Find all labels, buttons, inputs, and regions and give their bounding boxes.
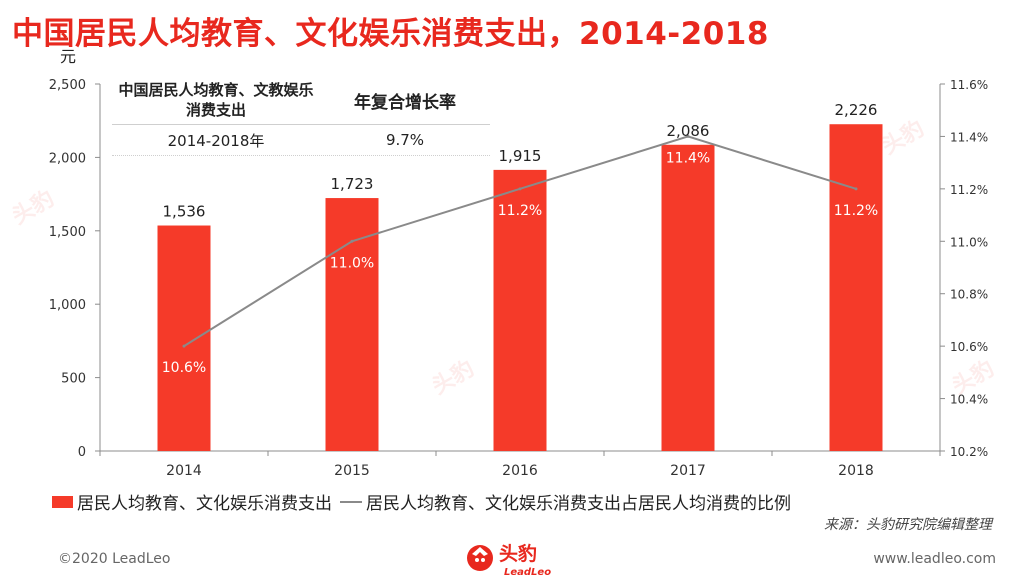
ratio-point <box>182 344 186 348</box>
legend-line-swatch <box>340 500 362 503</box>
cagr-period: 2014-2018年 <box>167 131 265 150</box>
right-tick-label: 11.6% <box>950 78 988 92</box>
right-tick-label: 11.2% <box>950 183 988 197</box>
page-title: 中国居民人均教育、文化娱乐消费支出，2014-2018 <box>12 16 769 52</box>
ratio-point <box>854 187 858 191</box>
leadleo-logo: 头豹 LeadLeo <box>467 542 551 578</box>
cagr-header-metric: 中国居民人均教育、文教娱乐消费支出 <box>118 81 314 119</box>
source-note: 来源：头豹研究院编辑整理 <box>824 517 992 533</box>
left-tick-label: 1,000 <box>49 298 86 313</box>
bar <box>661 144 715 451</box>
logo-text: 头豹 <box>499 542 537 565</box>
x-tick-label: 2018 <box>838 463 874 479</box>
right-tick-label: 10.6% <box>950 340 988 354</box>
right-tick-label: 10.2% <box>950 445 988 459</box>
right-tick-label: 11.4% <box>950 130 988 144</box>
ratio-value-label: 11.2% <box>498 203 542 219</box>
cagr-value: 9.7% <box>385 131 425 149</box>
ratio-point <box>350 239 354 243</box>
left-tick-label: 500 <box>61 372 86 387</box>
right-tick-label: 11.0% <box>950 235 988 249</box>
ratio-value-label: 10.6% <box>162 360 206 376</box>
left-tick-label: 1,500 <box>49 225 86 240</box>
bar <box>829 124 883 451</box>
bar-value-label: 1,723 <box>331 175 374 193</box>
left-tick-label: 0 <box>78 445 86 460</box>
website: www.leadleo.com <box>873 551 996 567</box>
x-tick-label: 2016 <box>502 463 538 479</box>
legend-bar-label: 居民人均教育、文化娱乐消费支出 <box>77 494 332 514</box>
chart-legend: 居民人均教育、文化娱乐消费支出 居民人均教育、文化娱乐消费支出占居民人均消费的比… <box>52 489 791 514</box>
ratio-value-label: 11.4% <box>666 150 710 166</box>
left-axis-unit: 元 <box>60 47 76 66</box>
x-tick-label: 2015 <box>334 463 370 479</box>
copyright: ©2020 LeadLeo <box>58 551 171 567</box>
cagr-header-growth: 年复合增长率 <box>354 92 456 113</box>
ratio-value-label: 11.0% <box>330 255 374 271</box>
cagr-table: 中国居民人均教育、文教娱乐消费支出 年复合增长率 2014-2018年 9.7% <box>112 76 490 156</box>
legend-bar-swatch <box>52 495 73 508</box>
bar-value-label: 1,915 <box>499 147 542 165</box>
left-tick-label: 2,000 <box>49 151 86 166</box>
cagr-table-header: 中国居民人均教育、文教娱乐消费支出 年复合增长率 <box>112 76 490 125</box>
bar-value-label: 1,536 <box>163 203 206 221</box>
ratio-point <box>518 187 522 191</box>
right-tick-label: 10.8% <box>950 288 988 302</box>
bar <box>157 225 211 451</box>
legend-line-label: 居民人均教育、文化娱乐消费支出占居民人均消费的比例 <box>366 494 791 514</box>
bar-value-label: 2,086 <box>667 122 710 140</box>
bar-value-label: 2,226 <box>835 101 878 119</box>
x-tick-label: 2014 <box>166 463 202 479</box>
left-tick-label: 2,500 <box>49 78 86 93</box>
bar <box>493 169 547 452</box>
right-tick-label: 10.4% <box>950 393 988 407</box>
x-tick-label: 2017 <box>670 463 706 479</box>
cagr-table-row: 2014-2018年 9.7% <box>112 125 490 156</box>
logo-subtext: LeadLeo <box>504 567 551 578</box>
ratio-value-label: 11.2% <box>834 203 878 219</box>
ratio-point <box>686 134 690 138</box>
